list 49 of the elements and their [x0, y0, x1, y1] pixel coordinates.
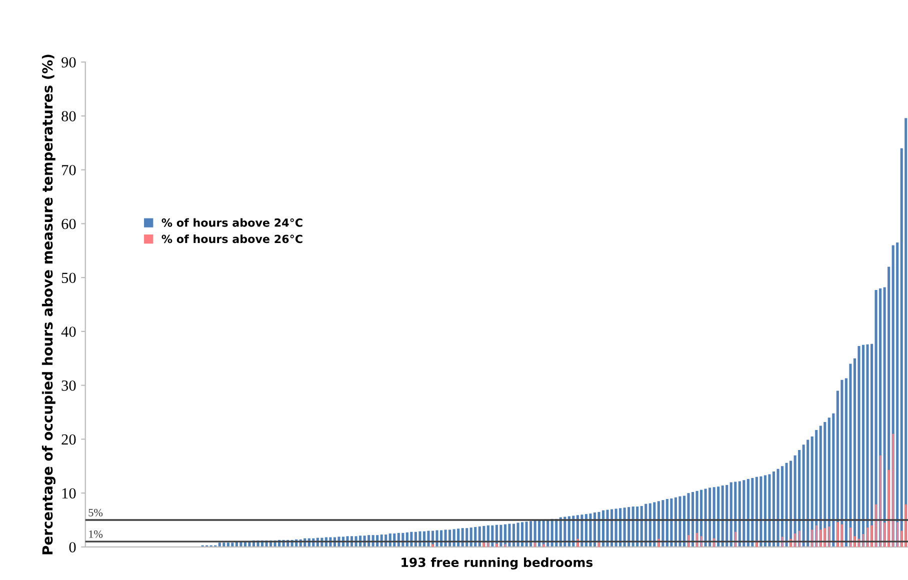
y-tick-label: 90 — [62, 57, 76, 68]
bar — [708, 488, 712, 547]
bar — [231, 542, 234, 547]
y-tick-label: 80 — [62, 111, 76, 122]
bar — [768, 474, 771, 547]
y-axis-title: Percentage of occupied hours above measure temperatures (%) — [42, 54, 56, 554]
bar — [806, 440, 810, 547]
ref-line-label: 1% — [89, 530, 103, 538]
y-tick-label: 60 — [62, 218, 76, 230]
bar — [870, 344, 874, 547]
legend-label: % of hours above 26°C — [162, 234, 302, 244]
bar — [691, 492, 694, 547]
bar — [730, 482, 732, 547]
bar — [849, 364, 852, 547]
y-tick-label: 10 — [62, 488, 76, 499]
bar — [751, 478, 754, 547]
bar — [896, 242, 899, 547]
bar — [832, 413, 835, 547]
bar — [776, 468, 780, 547]
bar — [738, 481, 741, 547]
bar — [904, 118, 908, 547]
bar — [760, 476, 762, 547]
y-tick-label: 70 — [62, 164, 76, 176]
bar — [222, 542, 226, 547]
bar — [755, 476, 758, 547]
bar — [862, 344, 865, 547]
legend-label: % of hours above 24°C — [162, 218, 302, 227]
y-tick-label: 30 — [62, 380, 76, 391]
bar — [819, 426, 822, 547]
bar — [785, 462, 788, 547]
ref-line-label: 5% — [88, 508, 103, 516]
bar — [516, 522, 520, 547]
bar — [746, 479, 750, 547]
x-axis-title: 193 free running bedrooms — [402, 557, 593, 570]
bar — [726, 484, 728, 547]
bar — [226, 542, 230, 547]
bar — [772, 472, 776, 547]
bar — [858, 346, 860, 547]
y-tick-label: 0 — [69, 542, 76, 552]
y-tick-label: 40 — [61, 326, 76, 337]
y-tick-label: 50 — [62, 272, 76, 284]
y-tick-label: 20 — [62, 434, 76, 445]
bar — [721, 486, 724, 547]
bar — [704, 488, 707, 547]
bar — [866, 344, 869, 547]
bar — [525, 522, 528, 547]
bar — [218, 542, 221, 547]
bar — [717, 486, 720, 547]
bar — [742, 480, 746, 547]
